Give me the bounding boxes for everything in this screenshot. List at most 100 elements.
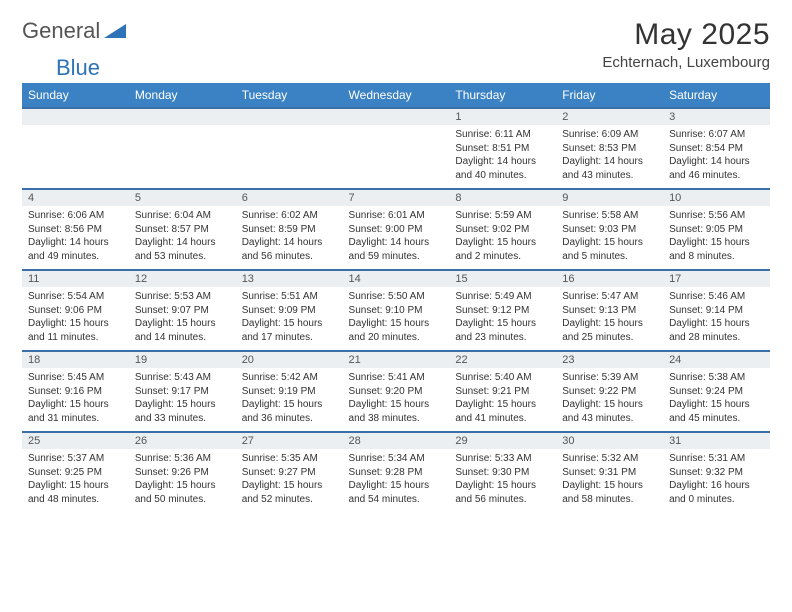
day-info-line: Sunrise: 5:47 AM — [562, 290, 657, 304]
day-info-line: Sunrise: 5:33 AM — [455, 452, 550, 466]
day-info-line: Sunset: 9:30 PM — [455, 466, 550, 480]
header: General May 2025 Echternach, Luxembourg — [22, 18, 770, 71]
day-number-cell: 27 — [236, 432, 343, 449]
day-info-line: Sunrise: 5:51 AM — [242, 290, 337, 304]
day-info-line: and 0 minutes. — [669, 493, 764, 507]
weekday-header: Wednesday — [343, 83, 450, 108]
day-info-line: Sunrise: 5:35 AM — [242, 452, 337, 466]
weekday-header: Sunday — [22, 83, 129, 108]
day-number-cell — [236, 108, 343, 125]
day-info-line: Sunset: 8:59 PM — [242, 223, 337, 237]
day-info-line: and 40 minutes. — [455, 169, 550, 183]
day-number-row: 123 — [22, 108, 770, 125]
day-info-line: Daylight: 15 hours — [242, 479, 337, 493]
day-info-line: Daylight: 15 hours — [562, 236, 657, 250]
day-info-line: Sunrise: 5:42 AM — [242, 371, 337, 385]
location-label: Echternach, Luxembourg — [602, 54, 770, 71]
day-info-line: and 41 minutes. — [455, 412, 550, 426]
day-info-row: Sunrise: 5:45 AMSunset: 9:16 PM Daylight:… — [22, 368, 770, 432]
day-info-cell: Sunrise: 5:33 AMSunset: 9:30 PMDaylight:… — [449, 449, 556, 512]
day-number-cell — [129, 108, 236, 125]
day-info-line: Daylight: 14 hours — [562, 155, 657, 169]
day-info-cell — [343, 125, 450, 189]
day-info-line: Sunset: 9:02 PM — [455, 223, 550, 237]
day-info-cell: Sunrise: 5:45 AMSunset: 9:16 PMDaylight:… — [22, 368, 129, 432]
day-info-line: Sunrise: 5:59 AM — [455, 209, 550, 223]
day-info-line: Sunset: 9:27 PM — [242, 466, 337, 480]
day-info-line: Sunrise: 5:36 AM — [135, 452, 230, 466]
day-info-cell: Sunrise: 5:35 AMSunset: 9:27 PMDaylight:… — [236, 449, 343, 512]
weekday-header: Friday — [556, 83, 663, 108]
day-info-cell: Sunrise: 5:59 AMSunset: 9:02 PMDaylight:… — [449, 206, 556, 270]
day-info-line: Sunset: 9:14 PM — [669, 304, 764, 318]
day-info-line: Sunrise: 5:50 AM — [349, 290, 444, 304]
month-title: May 2025 — [602, 18, 770, 52]
weekday-header: Thursday — [449, 83, 556, 108]
day-number-cell: 15 — [449, 270, 556, 287]
day-info-line: Sunrise: 5:45 AM — [28, 371, 123, 385]
day-number-cell — [22, 108, 129, 125]
day-info-line: Sunset: 9:17 PM — [135, 385, 230, 399]
day-info-line: Daylight: 16 hours — [669, 479, 764, 493]
day-info-line: and 2 minutes. — [455, 250, 550, 264]
day-info-line: and 31 minutes. — [28, 412, 123, 426]
day-info-cell: Sunrise: 5:58 AMSunset: 9:03 PMDaylight:… — [556, 206, 663, 270]
day-info-cell: Sunrise: 5:56 AMSunset: 9:05 PMDaylight:… — [663, 206, 770, 270]
day-info-cell: Sunrise: 6:04 AMSunset: 8:57 PMDaylight:… — [129, 206, 236, 270]
day-number-cell: 23 — [556, 351, 663, 368]
day-info-line: Sunrise: 5:46 AM — [669, 290, 764, 304]
day-info-line: and 33 minutes. — [135, 412, 230, 426]
day-number-row: 25262728293031 — [22, 432, 770, 449]
day-info-line: Daylight: 15 hours — [455, 398, 550, 412]
day-info-line: Sunrise: 6:07 AM — [669, 128, 764, 142]
day-info-line: Daylight: 15 hours — [28, 479, 123, 493]
day-info-cell: Sunrise: 5:47 AMSunset: 9:13 PMDaylight:… — [556, 287, 663, 351]
day-number-cell: 29 — [449, 432, 556, 449]
day-info-line: Daylight: 14 hours — [349, 236, 444, 250]
day-info-line: Sunset: 8:53 PM — [562, 142, 657, 156]
day-info-line: and 43 minutes. — [562, 169, 657, 183]
day-number-cell — [343, 108, 450, 125]
day-info-line: and 43 minutes. — [562, 412, 657, 426]
day-info-line: and 11 minutes. — [28, 331, 123, 345]
day-info-line: Sunset: 9:13 PM — [562, 304, 657, 318]
day-info-line: and 52 minutes. — [242, 493, 337, 507]
day-info-line: Daylight: 15 hours — [349, 317, 444, 331]
day-number-cell: 8 — [449, 189, 556, 206]
day-info-line: Daylight: 14 hours — [242, 236, 337, 250]
day-info-line: and 8 minutes. — [669, 250, 764, 264]
day-info-cell: Sunrise: 5:36 AMSunset: 9:26 PMDaylight:… — [129, 449, 236, 512]
day-info-line: Sunset: 9:31 PM — [562, 466, 657, 480]
day-info-row: Sunrise: 6:06 AMSunset: 8:56 PMDaylight:… — [22, 206, 770, 270]
day-info-line: Sunset: 9:25 PM — [28, 466, 123, 480]
day-info-cell: Sunrise: 5:41 AMSunset: 9:20 PMDaylight:… — [343, 368, 450, 432]
day-info-line: Sunset: 9:26 PM — [135, 466, 230, 480]
day-number-cell: 11 — [22, 270, 129, 287]
day-number-cell: 19 — [129, 351, 236, 368]
day-info-line: Sunset: 9:24 PM — [669, 385, 764, 399]
day-info-cell: Sunrise: 5:42 AMSunset: 9:19 PMDaylight:… — [236, 368, 343, 432]
day-info-line: Sunset: 9:21 PM — [455, 385, 550, 399]
day-info-line: and 14 minutes. — [135, 331, 230, 345]
day-info-line: Sunset: 9:12 PM — [455, 304, 550, 318]
day-info-line: Sunrise: 5:40 AM — [455, 371, 550, 385]
day-number-cell: 10 — [663, 189, 770, 206]
day-info-line: Sunrise: 5:41 AM — [349, 371, 444, 385]
day-info-line: Sunset: 9:20 PM — [349, 385, 444, 399]
day-info-line: Sunset: 9:06 PM — [28, 304, 123, 318]
day-info-cell: Sunrise: 5:37 AMSunset: 9:25 PMDaylight:… — [22, 449, 129, 512]
day-number-cell: 6 — [236, 189, 343, 206]
day-info-line: Sunset: 9:16 PM — [28, 385, 123, 399]
day-info-line: Sunset: 9:03 PM — [562, 223, 657, 237]
day-info-line: Sunrise: 5:34 AM — [349, 452, 444, 466]
brand-part1: General — [22, 18, 100, 44]
day-info-cell: Sunrise: 5:38 AMSunset: 9:24 PMDaylight:… — [663, 368, 770, 432]
day-info-line: Sunrise: 5:43 AM — [135, 371, 230, 385]
day-info-cell: Sunrise: 5:34 AMSunset: 9:28 PMDaylight:… — [343, 449, 450, 512]
day-info-line: Sunset: 8:54 PM — [669, 142, 764, 156]
day-info-line: and 45 minutes. — [669, 412, 764, 426]
weekday-header: Tuesday — [236, 83, 343, 108]
day-info-cell: Sunrise: 6:09 AMSunset: 8:53 PMDaylight:… — [556, 125, 663, 189]
day-info-line: Daylight: 15 hours — [562, 479, 657, 493]
day-info-line: and 50 minutes. — [135, 493, 230, 507]
